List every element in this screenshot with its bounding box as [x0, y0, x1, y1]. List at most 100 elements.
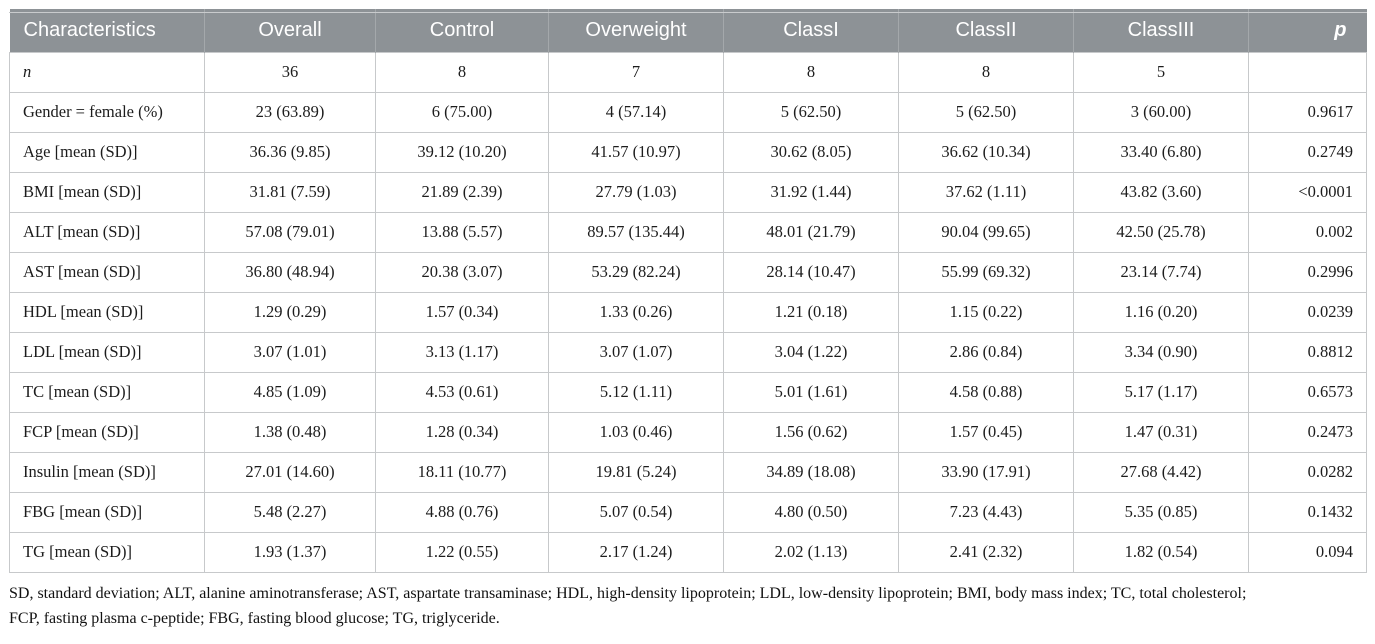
value-cell: 1.16 (0.20): [1073, 291, 1249, 333]
row-label: TG [mean (SD)]: [9, 531, 205, 573]
value-cell: 36.80 (48.94): [204, 251, 376, 293]
value-cell: 7: [548, 51, 724, 93]
value-cell: 1.57 (0.45): [898, 411, 1074, 453]
value-cell: 8: [898, 51, 1074, 93]
value-cell: 90.04 (99.65): [898, 211, 1074, 253]
value-cell: 48.01 (21.79): [723, 211, 899, 253]
value-cell: 34.89 (18.08): [723, 451, 899, 493]
value-cell: 36.36 (9.85): [204, 131, 376, 173]
table-header: Characteristics Overall Control Overweig…: [9, 9, 1367, 52]
value-cell: 36: [204, 51, 376, 93]
header-p-value: p: [1248, 9, 1367, 52]
table-header-row: Characteristics Overall Control Overweig…: [9, 9, 1367, 52]
header-class3: ClassIII: [1073, 9, 1249, 52]
value-cell: 4.85 (1.09): [204, 371, 376, 413]
value-cell: 4 (57.14): [548, 91, 724, 133]
value-cell: 8: [723, 51, 899, 93]
value-cell: 4.58 (0.88): [898, 371, 1074, 413]
p-value-cell: 0.0239: [1248, 291, 1367, 333]
value-cell: 3 (60.00): [1073, 91, 1249, 133]
p-value-cell: [1248, 51, 1367, 93]
p-value-cell: 0.0282: [1248, 451, 1367, 493]
row-label: FCP [mean (SD)]: [9, 411, 205, 453]
value-cell: 53.29 (82.24): [548, 251, 724, 293]
row-label: HDL [mean (SD)]: [9, 291, 205, 333]
row-label: ALT [mean (SD)]: [9, 211, 205, 253]
value-cell: 23.14 (7.74): [1073, 251, 1249, 293]
value-cell: 39.12 (10.20): [375, 131, 549, 173]
table-figure: Characteristics Overall Control Overweig…: [0, 9, 1375, 644]
p-value-cell: 0.9617: [1248, 91, 1367, 133]
header-characteristics: Characteristics: [9, 9, 205, 52]
value-cell: 1.47 (0.31): [1073, 411, 1249, 453]
p-value-cell: 0.1432: [1248, 491, 1367, 533]
value-cell: 28.14 (10.47): [723, 251, 899, 293]
value-cell: 5: [1073, 51, 1249, 93]
value-cell: 2.86 (0.84): [898, 331, 1074, 373]
row-label: Insulin [mean (SD)]: [9, 451, 205, 493]
value-cell: 30.62 (8.05): [723, 131, 899, 173]
table-row: Age [mean (SD)] 36.36 (9.85) 39.12 (10.20)…: [9, 131, 1367, 173]
header-overweight: Overweight: [548, 9, 724, 52]
value-cell: 27.68 (4.42): [1073, 451, 1249, 493]
value-cell: 42.50 (25.78): [1073, 211, 1249, 253]
value-cell: 36.62 (10.34): [898, 131, 1074, 173]
p-value-cell: 0.2749: [1248, 131, 1367, 173]
value-cell: 41.57 (10.97): [548, 131, 724, 173]
header-class2: ClassII: [898, 9, 1074, 52]
row-label: n: [9, 51, 205, 93]
value-cell: 89.57 (135.44): [548, 211, 724, 253]
row-label: Gender = female (%): [9, 91, 205, 133]
table-row: ALT [mean (SD)] 57.08 (79.01) 13.88 (5.57)…: [9, 211, 1367, 253]
value-cell: 1.33 (0.26): [548, 291, 724, 333]
table-row: TC [mean (SD)] 4.85 (1.09) 4.53 (0.61) 5.12…: [9, 371, 1367, 413]
row-label: Age [mean (SD)]: [9, 131, 205, 173]
p-value-cell: 0.002: [1248, 211, 1367, 253]
table-row: n 36 8 7 8 8 5: [9, 51, 1367, 93]
value-cell: 43.82 (3.60): [1073, 171, 1249, 213]
value-cell: 2.02 (1.13): [723, 531, 899, 573]
p-value-cell: 0.094: [1248, 531, 1367, 573]
row-label: AST [mean (SD)]: [9, 251, 205, 293]
value-cell: 1.93 (1.37): [204, 531, 376, 573]
p-value-cell: 0.2473: [1248, 411, 1367, 453]
table-row: FCP [mean (SD)] 1.38 (0.48) 1.28 (0.34) 1.0…: [9, 411, 1367, 453]
value-cell: 19.81 (5.24): [548, 451, 724, 493]
header-overall: Overall: [204, 9, 376, 52]
value-cell: 37.62 (1.11): [898, 171, 1074, 213]
value-cell: 5.35 (0.85): [1073, 491, 1249, 533]
p-value-cell: 0.8812: [1248, 331, 1367, 373]
table-row: Insulin [mean (SD)] 27.01 (14.60) 18.11 (1…: [9, 451, 1367, 493]
value-cell: 5.48 (2.27): [204, 491, 376, 533]
table-row: HDL [mean (SD)] 1.29 (0.29) 1.57 (0.34) 1.3…: [9, 291, 1367, 333]
value-cell: 3.04 (1.22): [723, 331, 899, 373]
value-cell: 5.17 (1.17): [1073, 371, 1249, 413]
value-cell: 4.53 (0.61): [375, 371, 549, 413]
p-value-cell: 0.2996: [1248, 251, 1367, 293]
characteristics-table: Characteristics Overall Control Overweig…: [9, 9, 1367, 573]
value-cell: 33.40 (6.80): [1073, 131, 1249, 173]
table-body: n 36 8 7 8 8 5 Gender = female (%) 23 (63.89) 6 (…: [9, 51, 1367, 573]
value-cell: 3.07 (1.01): [204, 331, 376, 373]
row-label: BMI [mean (SD)]: [9, 171, 205, 213]
row-label: TC [mean (SD)]: [9, 371, 205, 413]
p-value-cell: <0.0001: [1248, 171, 1367, 213]
value-cell: 7.23 (4.43): [898, 491, 1074, 533]
top-divider: [9, 12, 1367, 13]
value-cell: 31.92 (1.44): [723, 171, 899, 213]
value-cell: 23 (63.89): [204, 91, 376, 133]
value-cell: 5 (62.50): [723, 91, 899, 133]
value-cell: 1.03 (0.46): [548, 411, 724, 453]
value-cell: 33.90 (17.91): [898, 451, 1074, 493]
value-cell: 1.57 (0.34): [375, 291, 549, 333]
value-cell: 8: [375, 51, 549, 93]
value-cell: 1.38 (0.48): [204, 411, 376, 453]
value-cell: 1.29 (0.29): [204, 291, 376, 333]
table-row: BMI [mean (SD)] 31.81 (7.59) 21.89 (2.39) 2…: [9, 171, 1367, 213]
value-cell: 1.56 (0.62): [723, 411, 899, 453]
value-cell: 6 (75.00): [375, 91, 549, 133]
header-class1: ClassI: [723, 9, 899, 52]
value-cell: 1.21 (0.18): [723, 291, 899, 333]
value-cell: 57.08 (79.01): [204, 211, 376, 253]
value-cell: 1.28 (0.34): [375, 411, 549, 453]
